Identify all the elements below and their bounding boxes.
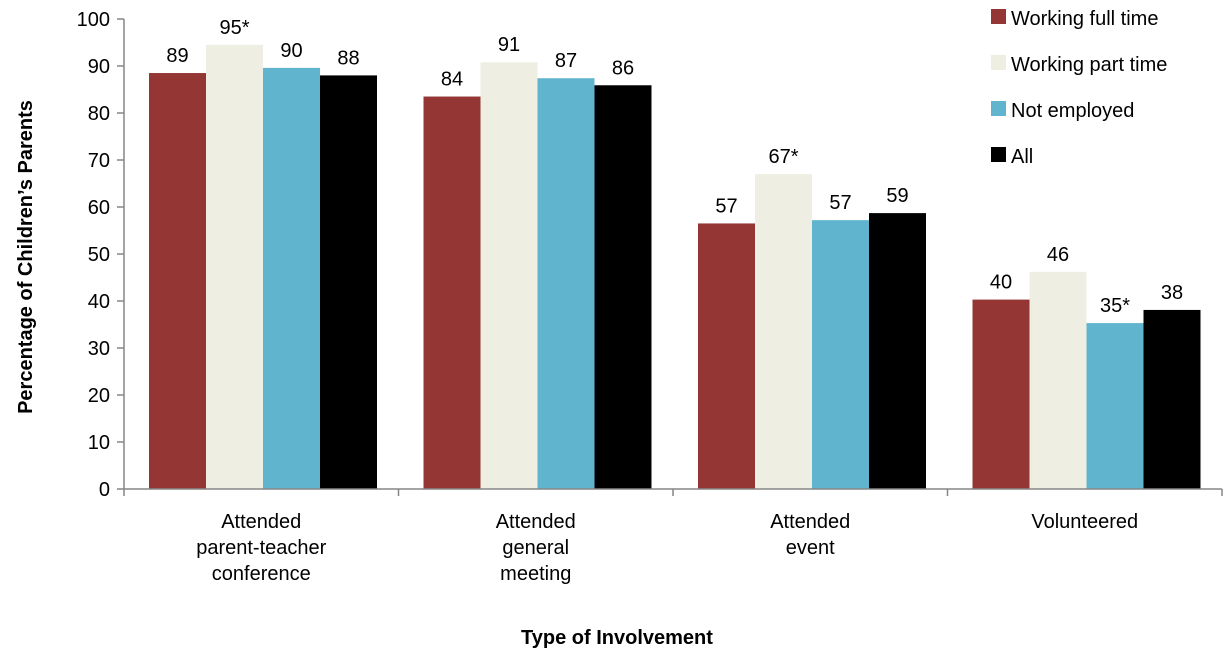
x-category-label-line: Attended — [221, 511, 301, 533]
bar-working-part-time — [206, 44, 263, 489]
x-axis-ticks: Attended parent-teacher conferenceAttended… — [123, 489, 1223, 585]
bar-working-part-time — [480, 62, 538, 490]
bar-value-label: 89 — [166, 45, 188, 67]
y-tick-label: 70 — [88, 150, 110, 172]
x-axis-title: Type of Involvement — [521, 627, 713, 649]
x-category-label-line: Volunteered — [1031, 511, 1138, 533]
y-tick-label: 40 — [88, 291, 110, 313]
bar-all — [320, 75, 377, 490]
legend-swatch — [991, 147, 1006, 162]
bar-value-label: 35* — [1100, 295, 1130, 317]
bar-value-label: 88 — [337, 47, 359, 69]
bar-working-full-time — [149, 73, 206, 490]
legend-label: Working part time — [1011, 54, 1167, 76]
y-tick-label: 0 — [99, 479, 110, 501]
legend-swatch — [991, 101, 1006, 116]
x-category-label-line: Attended — [770, 511, 850, 533]
bar-working-part-time — [1029, 271, 1087, 489]
bar-value-label: 40 — [990, 272, 1012, 294]
x-category-label-line: meeting — [500, 563, 571, 585]
x-category-label: Attended event — [770, 511, 850, 559]
bar-value-label: 86 — [612, 57, 634, 79]
bar-value-label: 59 — [886, 185, 908, 207]
legend-swatch — [991, 9, 1006, 24]
bar-not-employed — [263, 67, 320, 489]
y-tick-label: 10 — [88, 432, 110, 454]
legend-label: All — [1011, 146, 1033, 168]
bar-working-part-time — [755, 174, 812, 489]
y-tick-label: 20 — [88, 385, 110, 407]
y-tick-label: 50 — [88, 244, 110, 266]
bar-value-label: 57 — [829, 192, 851, 214]
bar-not-employed — [1086, 323, 1144, 489]
bar-value-label: 84 — [441, 69, 463, 91]
bar-not-employed — [812, 220, 869, 489]
legend-label: Not employed — [1011, 100, 1134, 122]
x-category-label: Attended general meeting — [496, 511, 576, 585]
x-category-label-line: parent-teacher — [196, 537, 326, 559]
y-axis-ticks: 0 10 20 30 40 50 60 70 80 90 100 — [77, 9, 124, 501]
data-labels-group: 89 95* 90 88 84 91 87 86 57 67* 57 59 40 46 35* 38 — [166, 17, 1183, 317]
x-category-label: Volunteered — [1031, 511, 1138, 533]
y-tick-label: 30 — [88, 338, 110, 360]
y-tick-label: 60 — [88, 197, 110, 219]
bars-group — [149, 44, 1201, 490]
y-tick-label: 100 — [77, 9, 110, 31]
y-tick-label: 90 — [88, 56, 110, 78]
bar-value-label: 95* — [219, 17, 249, 39]
bar-value-label: 46 — [1047, 244, 1069, 266]
legend-swatch — [991, 55, 1006, 70]
bar-all — [1143, 309, 1201, 489]
bar-value-label: 67* — [768, 146, 798, 168]
x-category-label-line: Attended — [496, 511, 576, 533]
bar-value-label: 57 — [715, 195, 737, 217]
legend: Working full time Working part time Not em… — [991, 8, 1167, 168]
y-tick-label: 80 — [88, 103, 110, 125]
x-category-label: Attended parent-teacher conference — [196, 511, 326, 585]
x-category-label-line: general — [502, 537, 569, 559]
bar-all — [869, 213, 926, 490]
bar-all — [594, 85, 652, 490]
legend-label: Working full time — [1011, 8, 1158, 30]
bar-value-label: 91 — [498, 34, 520, 56]
bar-working-full-time — [423, 96, 481, 490]
x-category-label-line: conference — [212, 563, 311, 585]
bar-value-label: 38 — [1161, 282, 1183, 304]
bar-not-employed — [537, 78, 595, 489]
x-category-label-line: event — [786, 537, 835, 559]
bar-working-full-time — [698, 223, 755, 489]
bar-value-label: 87 — [555, 50, 577, 72]
bar-working-full-time — [972, 299, 1030, 489]
y-axis-title: Percentage of Children’s Parents — [15, 100, 37, 414]
bar-value-label: 90 — [280, 40, 302, 62]
